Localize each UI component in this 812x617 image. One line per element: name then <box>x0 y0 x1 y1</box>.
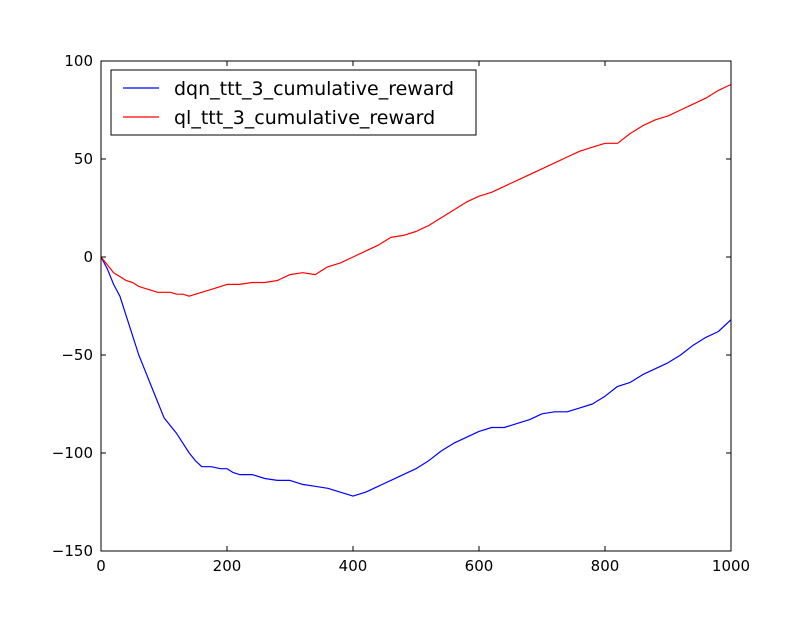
legend-label-dqn: dqn_ttt_3_cumulative_reward <box>174 78 454 100</box>
y-tick-label: 0 <box>83 248 93 266</box>
x-tick-label: 400 <box>339 557 368 575</box>
y-tick-label: 100 <box>64 52 93 70</box>
series-line-ql <box>100 83 732 297</box>
y-tick-label: 50 <box>74 150 93 168</box>
x-tick-label: 200 <box>213 557 242 575</box>
series-layer <box>100 83 732 497</box>
x-tick-label: 600 <box>465 557 494 575</box>
ticks-layer: 0 200 400 600 800 1000 100 50 0 −50 −100 −150 <box>52 52 750 575</box>
x-tick-label: 1000 <box>712 557 750 575</box>
legend-box <box>110 69 477 136</box>
y-tick-label: −150 <box>52 542 93 560</box>
y-tick-label: −50 <box>61 346 93 364</box>
legend-label-ql: ql_ttt_3_cumulative_reward <box>174 107 435 129</box>
x-tick-label: 0 <box>96 557 106 575</box>
series-line-dqn <box>100 256 732 497</box>
plot-area-frame <box>100 60 732 552</box>
y-tick-label: −100 <box>52 444 93 462</box>
x-tick-label: 800 <box>591 557 620 575</box>
legend: dqn_ttt_3_cumulative_reward ql_ttt_3_cum… <box>110 69 477 136</box>
